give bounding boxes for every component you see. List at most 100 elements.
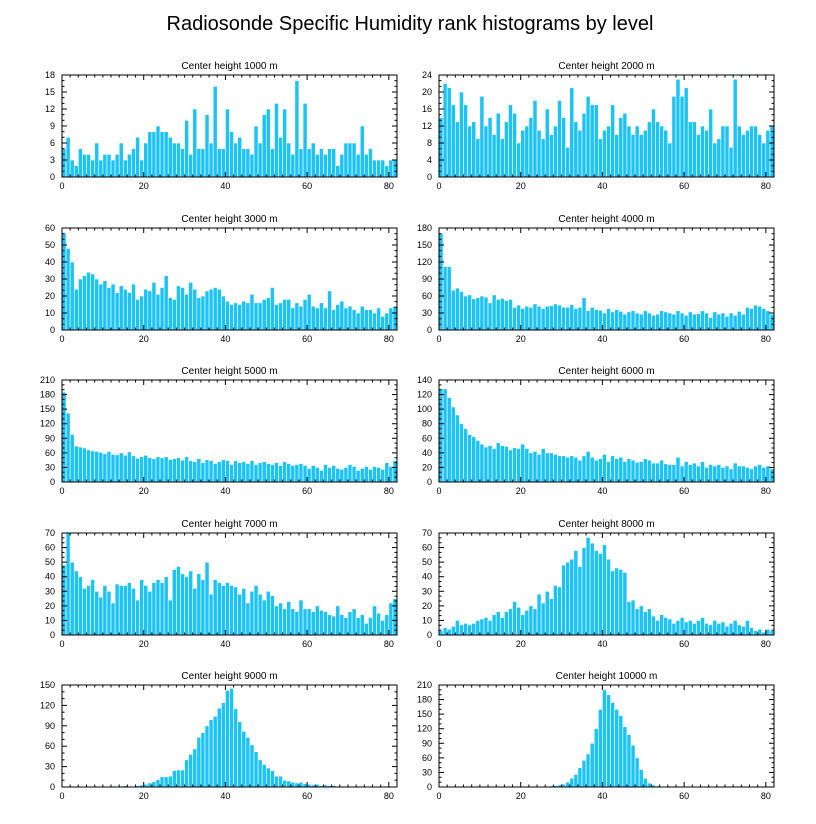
bar (200, 295, 206, 331)
bar (516, 142, 522, 178)
bar (82, 275, 87, 331)
x-tick-label: 0 (436, 334, 441, 344)
bar (549, 598, 554, 636)
bar-series (110, 688, 357, 788)
bar (720, 312, 726, 331)
bar (761, 467, 767, 483)
bar (384, 165, 390, 178)
bar (642, 129, 648, 178)
bar (655, 121, 660, 178)
bar (708, 624, 714, 636)
x-tick-label: 40 (597, 181, 607, 191)
bar (606, 125, 611, 178)
bar (512, 447, 517, 483)
bar (147, 590, 153, 636)
bar (446, 266, 452, 331)
bar (172, 458, 177, 483)
bar (614, 458, 620, 483)
y-tick-label: 70 (422, 528, 432, 538)
bar (188, 754, 194, 788)
bar (581, 547, 587, 636)
x-tick-label: 60 (679, 181, 689, 191)
bar (265, 767, 271, 788)
bar (355, 312, 361, 331)
bar (98, 283, 104, 331)
bar (696, 465, 701, 483)
bar (614, 567, 620, 636)
bar (491, 448, 497, 483)
bar (687, 311, 693, 331)
bar (585, 753, 591, 788)
bar (467, 434, 472, 483)
bar (757, 305, 763, 331)
bar (528, 307, 534, 331)
bar (581, 759, 587, 788)
bar (257, 462, 263, 483)
bar (200, 732, 206, 788)
bar (614, 309, 620, 331)
bar (327, 148, 332, 178)
bar (573, 121, 579, 178)
bar (573, 774, 579, 788)
bar (504, 445, 509, 483)
bar (274, 304, 279, 331)
x-tick-label: 60 (679, 791, 689, 801)
bar (65, 248, 71, 331)
bar (769, 313, 775, 331)
bar (102, 280, 108, 331)
panel-title: Center height 6000 m (558, 366, 654, 377)
bar (450, 625, 456, 636)
bar (508, 104, 513, 178)
bar (471, 121, 477, 178)
bar (257, 302, 263, 331)
bar (98, 596, 104, 636)
y-tick-label: 30 (422, 586, 432, 596)
plot-frame (61, 684, 398, 788)
bar (487, 445, 493, 483)
bar (335, 304, 341, 331)
bar (278, 302, 283, 331)
bar (155, 456, 161, 483)
bar (249, 154, 255, 178)
bar (73, 288, 79, 331)
bar (569, 558, 575, 636)
bar (176, 285, 181, 331)
bar (274, 103, 279, 178)
bar (487, 117, 493, 178)
bar (679, 617, 685, 636)
bar (704, 623, 709, 636)
bar (159, 287, 165, 331)
bar (131, 283, 136, 331)
panel-title: Center height 9000 m (181, 671, 277, 682)
bar (73, 165, 79, 178)
x-tick-label: 40 (220, 486, 230, 496)
bar (204, 290, 210, 331)
bar (347, 611, 353, 636)
bar (127, 451, 132, 483)
bar (69, 261, 75, 331)
bar (380, 159, 386, 178)
bar (467, 624, 472, 636)
bar (663, 311, 669, 331)
bar (302, 299, 308, 331)
bar (257, 142, 263, 178)
bar (602, 312, 607, 331)
bar (630, 744, 636, 788)
bar (221, 295, 226, 331)
bar (98, 159, 104, 178)
bar (302, 608, 308, 636)
bar (745, 129, 750, 178)
bar (675, 620, 681, 636)
bar (544, 452, 550, 483)
bar (221, 585, 226, 636)
bar (61, 391, 67, 483)
bar (110, 283, 116, 331)
bar (467, 125, 472, 178)
panel-title: Center height 8000 m (558, 519, 654, 530)
bar (380, 316, 386, 331)
bar (118, 142, 124, 178)
bar (475, 620, 481, 636)
bar (172, 770, 177, 788)
y-tick-label: 210 (417, 680, 432, 690)
bar (314, 154, 320, 178)
